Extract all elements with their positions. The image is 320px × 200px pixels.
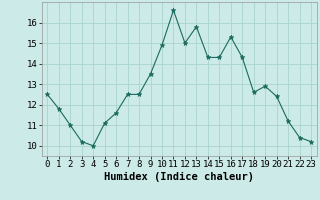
X-axis label: Humidex (Indice chaleur): Humidex (Indice chaleur) — [104, 172, 254, 182]
